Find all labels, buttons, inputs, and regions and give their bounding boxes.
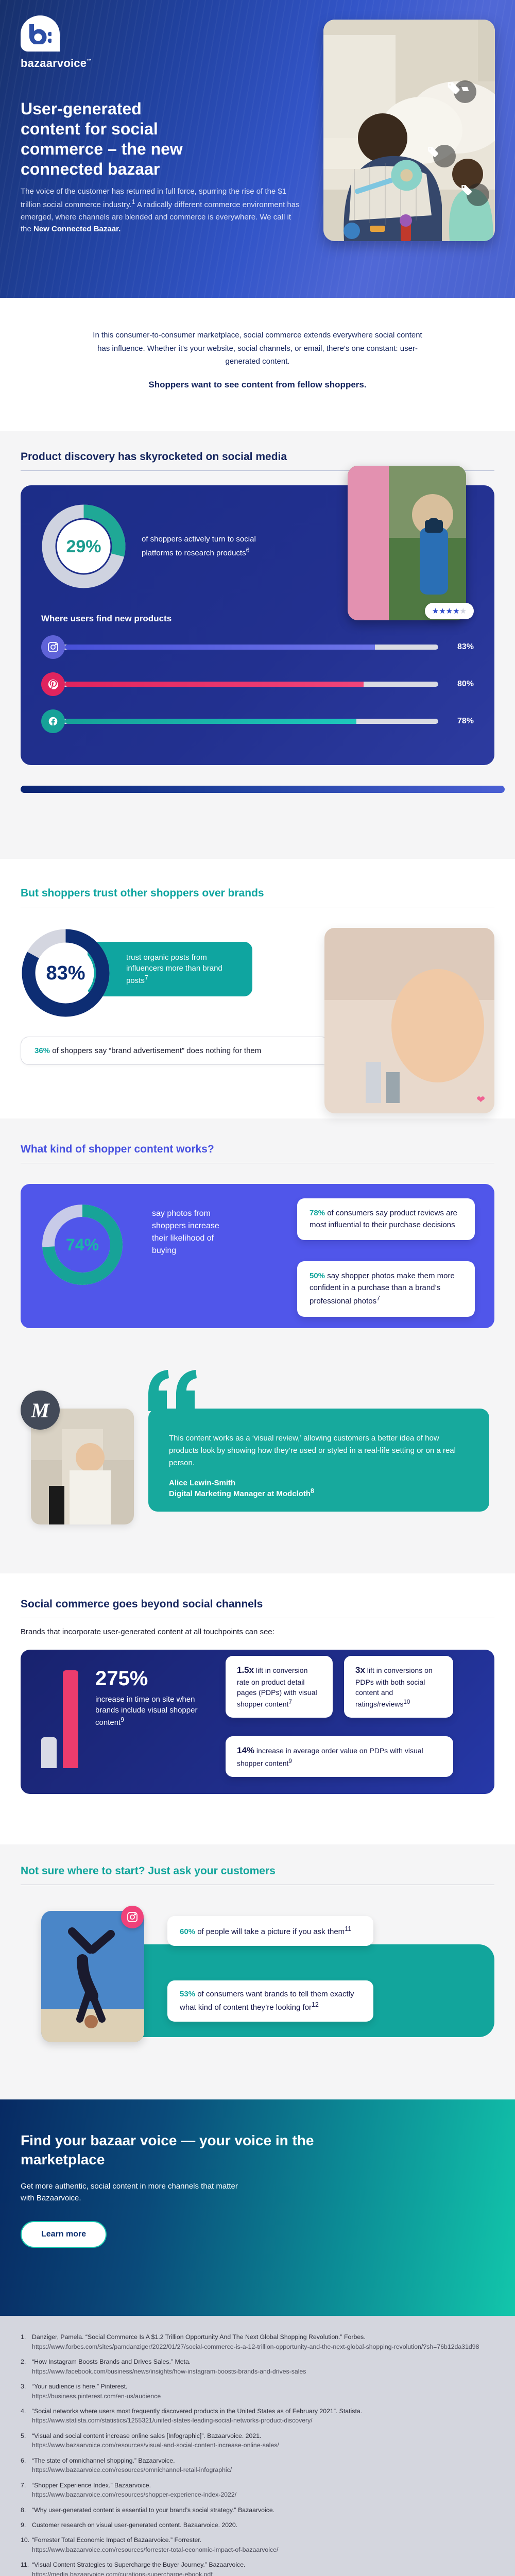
svg-text:29%: 29% [66,537,101,556]
svg-text:83%: 83% [46,962,85,984]
svg-text:74%: 74% [66,1235,99,1254]
